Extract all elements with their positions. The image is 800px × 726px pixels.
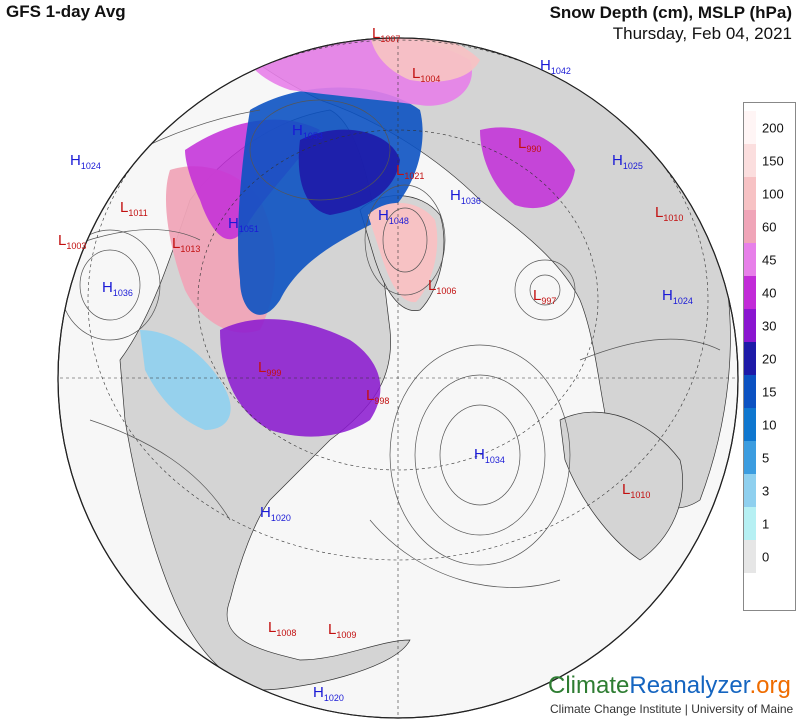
legend-swatch [744,342,756,375]
brand-part-2: Reanalyzer [629,672,750,699]
snow-field-navy [298,129,400,215]
credit-line: Climate Change Institute | University of… [550,702,794,716]
low-pressure-label: L1010 [622,481,650,500]
low-pressure-label: L1021 [396,162,424,181]
legend-label: 100 [762,186,784,201]
high-pressure-label: H1024 [662,287,693,306]
date-label: Thursday, Feb 04, 2021 [612,24,792,43]
legend-label: 15 [762,384,777,399]
low-pressure-label: L997 [533,287,556,306]
legend-label: 5 [762,450,770,465]
low-pressure-label: L1009 [328,621,356,640]
snow-field-greenland [368,202,438,303]
high-pressure-label: H1042 [540,57,571,76]
high-pressure-label: H1034 [474,446,505,465]
high-pressure-label: H1024 [70,152,101,171]
high-pressure-label: H1053 [292,122,323,141]
site-logo: ClimateReanalyzer.org [548,672,791,700]
low-pressure-label: L990 [518,135,541,154]
low-pressure-label: L1007 [372,25,400,44]
legend-label: 45 [762,252,777,267]
high-pressure-label: H1020 [260,504,291,523]
legend-swatch [744,507,756,540]
legend-label: 3 [762,483,770,498]
legend-label: 20 [762,351,777,366]
brand-part-1: Climate [548,672,630,699]
high-pressure-label: H1036 [102,279,133,298]
legend-swatch [744,441,756,474]
legend-swatch [744,177,756,210]
high-pressure-label: H1025 [612,152,643,171]
legend-label: 1 [762,516,770,531]
low-pressure-label: L1010 [655,204,683,223]
map-title-block: Snow Depth (cm), MSLP (hPa) Thursday, Fe… [550,2,792,44]
legend-swatch [744,375,756,408]
legend-label: 10 [762,417,777,432]
legend-swatch [744,276,756,309]
legend-label: 0 [762,549,770,564]
high-pressure-label: H1020 [313,684,344,703]
high-pressure-label: H1048 [378,207,409,226]
legend-label: 200 [762,120,784,135]
model-title: GFS 1-day Avg [6,2,126,21]
low-pressure-label: L1011 [120,199,148,218]
legend-swatch [744,309,756,342]
low-pressure-label: L1006 [428,277,456,296]
legend-swatch [744,408,756,441]
legend-swatch [744,210,756,243]
legend-label: 40 [762,285,777,300]
snow-field-light [140,330,231,430]
low-pressure-label: L1008 [268,619,296,638]
legend-label: 30 [762,318,777,333]
low-pressure-label: L1004 [412,65,440,84]
high-pressure-label: H1051 [228,215,259,234]
low-pressure-label: L1003 [58,232,86,251]
legend-swatch [744,243,756,276]
brand-part-3: .org [749,672,791,699]
snow-field-scandinavia [480,127,575,209]
graticule [60,39,738,718]
legend-swatch [744,144,756,177]
legend-swatch [744,111,756,144]
legend-swatch [744,474,756,507]
low-pressure-label: L998 [366,387,389,406]
colorbar-legend: 200 150 100 60 45 40 30 20 15 10 5 3 1 0 [743,102,796,611]
variable-title: Snow Depth (cm), MSLP (hPa) [549,3,792,22]
low-pressure-label: L999 [258,359,281,378]
high-pressure-label: H1036 [450,187,481,206]
legend-label: 150 [762,153,784,168]
low-pressure-label: L1013 [172,235,200,254]
legend-swatch [744,540,756,573]
legend-label: 60 [762,219,777,234]
